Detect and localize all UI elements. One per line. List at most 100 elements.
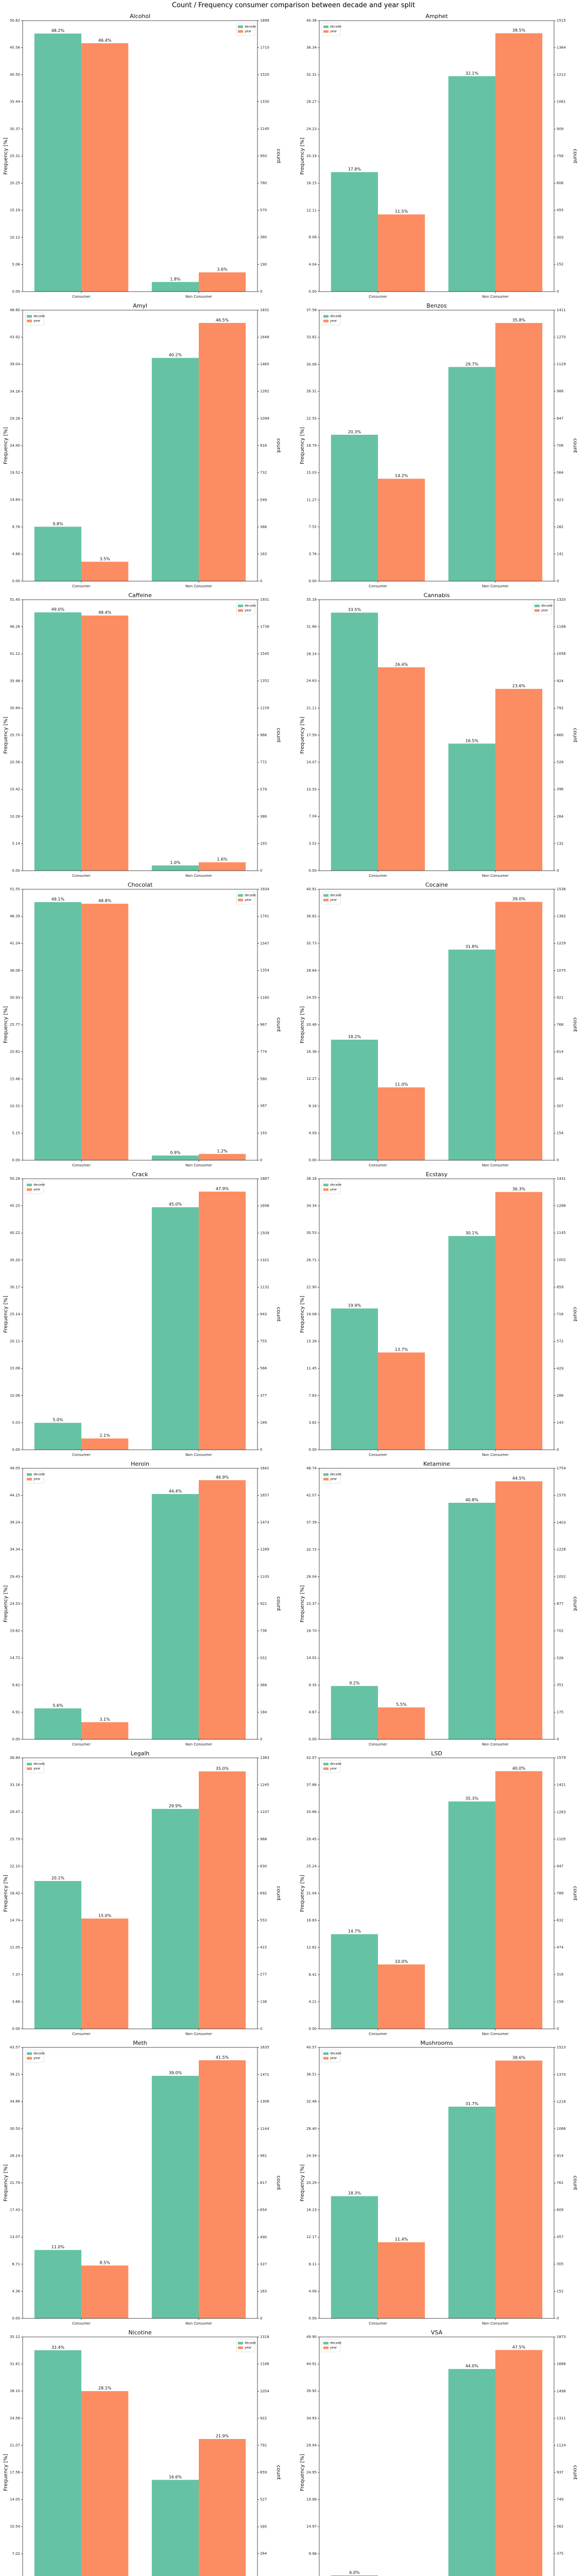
y2-tick-label: 1145 bbox=[557, 1231, 566, 1235]
legend-swatch bbox=[27, 1188, 32, 1191]
y-tick-label: 43.57 bbox=[10, 2045, 20, 2049]
panel-title: Legalh bbox=[131, 1750, 149, 1757]
y-tick-label: 29.45 bbox=[306, 1837, 317, 1841]
bar bbox=[378, 1087, 425, 1160]
bar bbox=[34, 2250, 81, 2318]
value-label: 6.0% bbox=[349, 2570, 360, 2575]
y2-tick-label: 553 bbox=[260, 1919, 267, 1923]
y-axis-label: Frequency [%] bbox=[3, 427, 9, 464]
x-tick-label: Non Consumer bbox=[185, 1453, 212, 1457]
y-tick-label: 0.00 bbox=[12, 290, 20, 294]
legend-label: year bbox=[33, 319, 41, 323]
y-tick-label: 28.10 bbox=[10, 2389, 20, 2393]
y2-tick-label: 755 bbox=[260, 1340, 267, 1344]
y-axis-label: Frequency [%] bbox=[300, 1296, 305, 1333]
y-axis-label: Frequency [%] bbox=[3, 1006, 9, 1043]
y-tick-label: 40.57 bbox=[306, 2045, 317, 2049]
y-axis-label: Frequency [%] bbox=[300, 2164, 305, 2201]
y2-tick-label: 138 bbox=[260, 2000, 267, 2004]
bar bbox=[199, 323, 246, 581]
y2-tick-label: 395 bbox=[260, 2524, 267, 2529]
panel: Heroin 5.6% 44.4% 3.1% 46.9% 0.00 4.91 9.81 14.7… bbox=[3, 1461, 281, 1747]
legend-swatch bbox=[238, 2346, 243, 2349]
y2-tick-label: 1308 bbox=[260, 2099, 269, 2104]
y-tick-label: 35.98 bbox=[10, 679, 20, 683]
y-tick-label: 9.98 bbox=[308, 2552, 317, 2556]
y2-tick-label: 632 bbox=[557, 1918, 563, 1922]
y-tick-label: 34.34 bbox=[10, 1548, 21, 1552]
y-tick-label: 20.19 bbox=[306, 154, 317, 158]
y-tick-label: 19.96 bbox=[306, 2498, 317, 2502]
y-tick-label: 12.17 bbox=[306, 2235, 317, 2239]
y2-axis-label: count bbox=[275, 1307, 281, 1321]
y2-tick-label: 1635 bbox=[260, 2045, 269, 2049]
y-axis-label: Frequency [%] bbox=[3, 138, 9, 175]
value-label: 33.5% bbox=[348, 607, 361, 612]
value-label: 3.5% bbox=[99, 556, 110, 561]
value-label: 11.4% bbox=[395, 2237, 408, 2242]
y2-tick-label: 1054 bbox=[260, 2389, 269, 2393]
y-tick-label: 14.97 bbox=[306, 2524, 317, 2529]
y-tick-label: 34.86 bbox=[10, 2099, 21, 2104]
y2-tick-label: 774 bbox=[260, 1049, 267, 1054]
y-tick-label: 4.09 bbox=[308, 1131, 317, 1135]
panel: Crack 5.0% 45.0% 2.1% 47.9% 0.00 5.03 10.06 15.0… bbox=[3, 1171, 281, 1457]
legend-swatch bbox=[323, 1188, 329, 1191]
value-label: 8.5% bbox=[99, 2260, 110, 2265]
y-tick-label: 16.15 bbox=[306, 181, 317, 185]
y-tick-label: 22.10 bbox=[10, 1864, 20, 1868]
panel-title: Cannabis bbox=[424, 592, 450, 599]
panel-title: Ketamine bbox=[423, 1461, 450, 1467]
y2-tick-label: 1471 bbox=[260, 2073, 269, 2077]
y-tick-label: 15.08 bbox=[10, 1366, 20, 1370]
y2-tick-label: 1289 bbox=[260, 1548, 269, 1552]
y2-tick-label: 1831 bbox=[260, 308, 269, 312]
bar bbox=[495, 323, 543, 581]
value-label: 46.4% bbox=[98, 38, 112, 43]
y-tick-label: 0.00 bbox=[308, 579, 317, 583]
value-label: 1.8% bbox=[170, 277, 181, 281]
legend-label: decade bbox=[330, 2052, 341, 2056]
x-tick-label: Non Consumer bbox=[185, 2321, 212, 2326]
bar bbox=[34, 1881, 81, 2029]
legend-swatch bbox=[238, 30, 243, 33]
y2-tick-label: 922 bbox=[260, 2416, 267, 2420]
y-tick-label: 24.58 bbox=[10, 2416, 20, 2420]
y-tick-label: 18.42 bbox=[10, 1891, 20, 1895]
y-tick-label: 12.62 bbox=[306, 1945, 317, 1950]
y-tick-label: 46.26 bbox=[10, 625, 21, 629]
y-tick-label: 39.21 bbox=[10, 2073, 20, 2077]
y2-tick-label: 1132 bbox=[260, 1285, 269, 1289]
y2-tick-label: 614 bbox=[557, 1050, 564, 1054]
y-tick-label: 5.15 bbox=[12, 1131, 20, 1135]
y-tick-label: 39.92 bbox=[306, 2389, 317, 2393]
value-label: 5.5% bbox=[396, 1702, 407, 1707]
bar bbox=[378, 1964, 425, 2029]
x-tick-label: Consumer bbox=[369, 1453, 387, 1457]
y2-tick-label: 152 bbox=[557, 2290, 563, 2294]
y-tick-label: 0.00 bbox=[12, 1158, 20, 1162]
y2-tick-label: 303 bbox=[557, 235, 563, 240]
value-label: 5.6% bbox=[53, 1703, 63, 1708]
bar bbox=[81, 2391, 129, 2576]
bar bbox=[378, 1707, 425, 1739]
y2-tick-label: 387 bbox=[260, 1104, 267, 1108]
y-tick-label: 30.84 bbox=[10, 706, 21, 710]
y2-tick-label: 692 bbox=[260, 1891, 267, 1895]
y2-tick-label: 909 bbox=[557, 127, 563, 131]
y-tick-label: 12.27 bbox=[306, 1077, 317, 1081]
y-tick-label: 3.52 bbox=[308, 841, 317, 845]
panel: Meth 11.0% 39.0% 8.5% 41.5% 0.00 4.36 8.71 13.07… bbox=[3, 2040, 281, 2326]
y-tick-label: 8.18 bbox=[308, 1104, 317, 1108]
legend-swatch bbox=[323, 1767, 329, 1770]
panel: Amyl 9.8% 40.2% 3.5% 46.5% 0.00 4.88 9.76 14.64 1… bbox=[3, 302, 281, 588]
value-label: 47.5% bbox=[512, 2345, 526, 2349]
value-label: 14.2% bbox=[395, 473, 408, 478]
x-tick-label: Non Consumer bbox=[482, 2032, 509, 2036]
y-tick-label: 30.50 bbox=[10, 2127, 20, 2131]
value-label: 32.1% bbox=[465, 71, 479, 76]
value-label: 40.2% bbox=[169, 353, 182, 358]
y2-tick-label: 549 bbox=[260, 498, 267, 502]
legend-label: decade bbox=[33, 1473, 45, 1477]
x-tick-label: Consumer bbox=[72, 2321, 91, 2326]
